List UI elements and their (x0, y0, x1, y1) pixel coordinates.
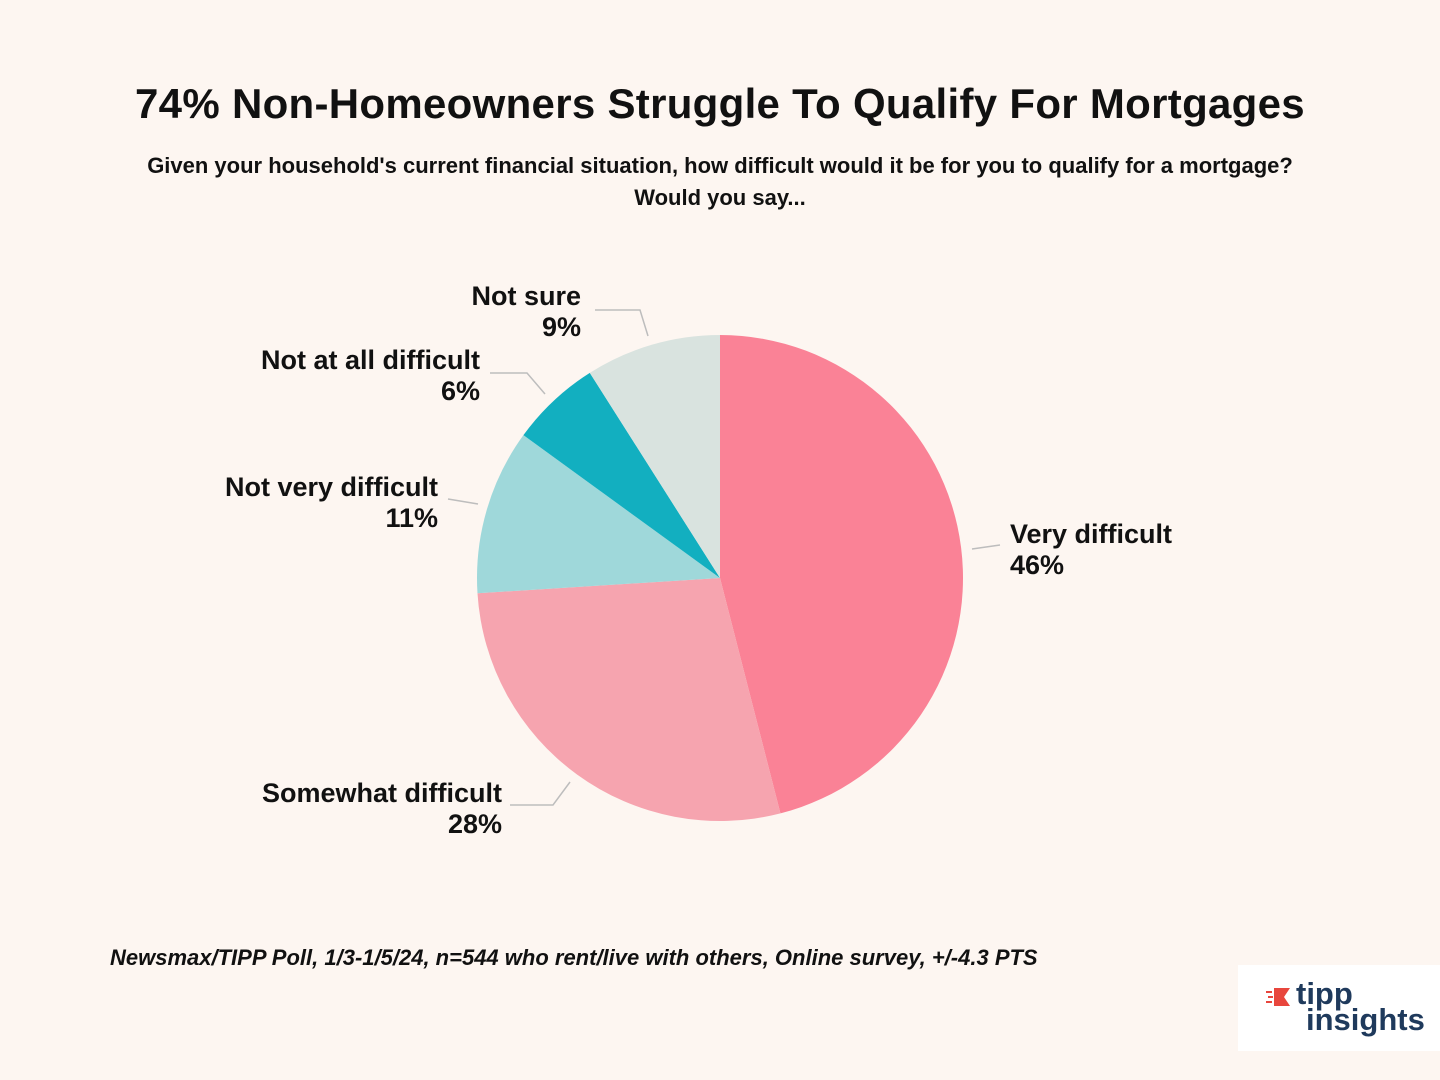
chart-title: 74% Non-Homeowners Struggle To Qualify F… (135, 80, 1305, 127)
leader-line-somewhat-difficult (510, 781, 571, 806)
slice-value-very-difficult: 46% (1010, 550, 1064, 580)
slice-label-not-sure: Not sure (471, 281, 581, 311)
leader-line-not-at-all-difficult (490, 372, 546, 395)
slice-label-somewhat-difficult: Somewhat difficult (262, 778, 502, 808)
pie-slice-not-at-all-difficult (523, 372, 720, 578)
chart-subtitle: Given your household's current financial… (147, 153, 1293, 210)
leader-line-not-sure (595, 309, 649, 337)
leader-line-very-difficult (971, 544, 1001, 550)
slice-value-somewhat-difficult: 28% (448, 809, 502, 839)
slice-value-not-sure: 9% (542, 312, 581, 342)
pie-slice-somewhat-difficult (477, 578, 781, 822)
pie-slice-not-very-difficult (477, 435, 720, 594)
pie-slice-very-difficult (720, 335, 963, 814)
slice-label-very-difficult: Very difficult (1010, 519, 1172, 549)
slice-label-not-very-difficult: Not very difficult (225, 472, 438, 502)
logo-text-insights: insights (1306, 1002, 1425, 1037)
slice-value-not-very-difficult: 11% (385, 503, 438, 533)
logo-text-tipp: tipp (1296, 976, 1353, 1011)
leader-line-not-very-difficult (447, 498, 479, 505)
slice-label-not-at-all-difficult: Not at all difficult (261, 345, 480, 375)
slice-value-not-at-all-difficult: 6% (441, 376, 480, 406)
pie-slice-not-sure (589, 335, 720, 578)
logo-mark-icon (1266, 988, 1290, 1006)
logo (1238, 965, 1440, 1051)
source-note: Newsmax/TIPP Poll, 1/3-1/5/24, n=544 who… (110, 945, 1038, 970)
